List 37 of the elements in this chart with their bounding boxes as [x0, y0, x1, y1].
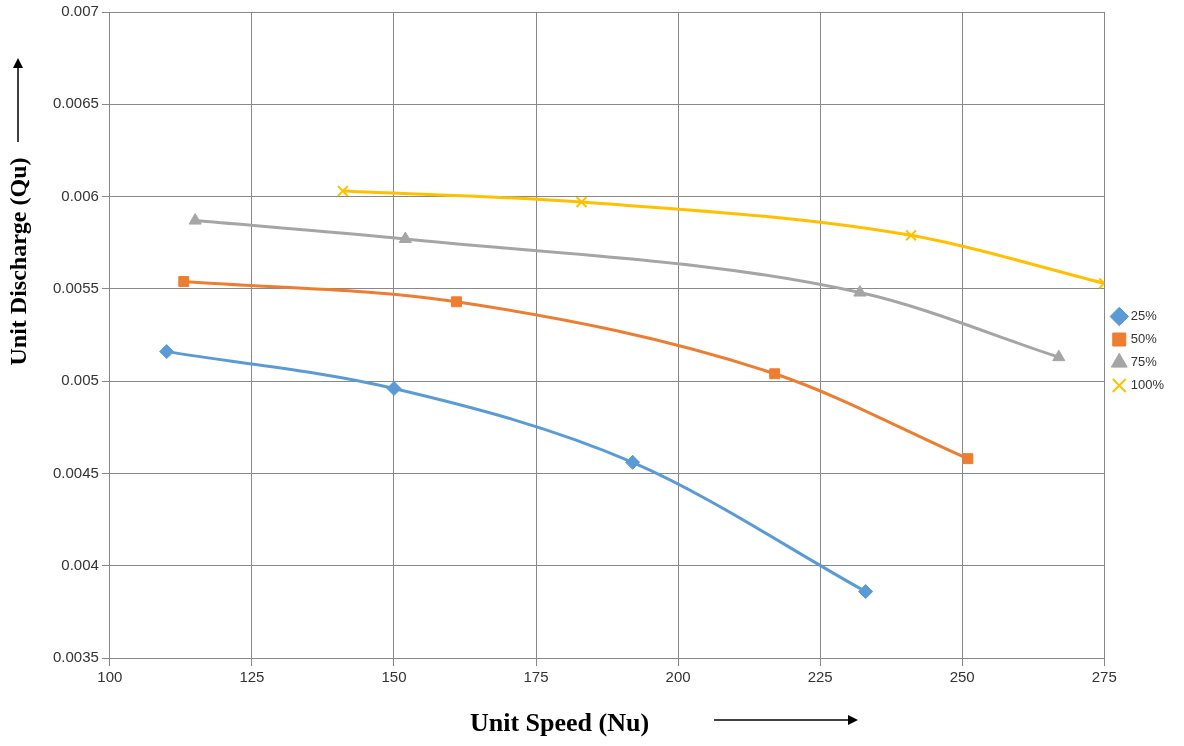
point: [625, 454, 641, 470]
x-axis-title: Unit Speed (Nu): [470, 708, 650, 738]
x-tick-label: 150: [381, 668, 407, 686]
point: [451, 296, 462, 308]
point: [575, 196, 588, 209]
legend-label: 50%: [1130, 331, 1158, 347]
y-axis-title: Unit Discharge (Qu): [4, 156, 32, 368]
y-tick-label: 0.007: [61, 2, 99, 20]
point: [962, 453, 974, 465]
y-tick-label: 0.005: [61, 371, 99, 389]
point: [159, 344, 175, 360]
point: [858, 584, 874, 600]
y-tick-label: 0.0035: [52, 648, 99, 666]
y-tick-label: 0.0055: [52, 279, 99, 296]
x-tick-label: 250: [949, 668, 975, 686]
point: [188, 213, 202, 225]
legend-label: 25%: [1130, 308, 1158, 324]
y-tick-label: 0.0045: [52, 463, 99, 481]
point: [178, 276, 190, 287]
point: [1052, 349, 1066, 362]
y-tick-label: 0.0065: [52, 94, 99, 112]
x-tick-label: 100: [97, 668, 123, 686]
point: [336, 185, 349, 197]
x-tick-label: 200: [665, 668, 691, 686]
legend-label: 75%: [1130, 354, 1158, 370]
point: [398, 231, 412, 244]
x-tick-label: 225: [807, 668, 833, 686]
y-tick-label: 0.004: [61, 555, 99, 573]
point: [769, 368, 781, 380]
point: [853, 285, 867, 297]
x-tick-label: 275: [1091, 668, 1117, 686]
x-tick-label: 125: [239, 668, 265, 686]
y-tick-label: 0.006: [61, 186, 99, 204]
point: [905, 229, 918, 242]
legend-label: 100%: [1130, 377, 1165, 393]
point: [386, 381, 402, 397]
x-tick-label: 175: [523, 668, 549, 686]
